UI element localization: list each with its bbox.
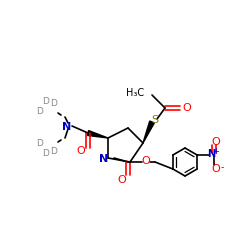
Text: +: + <box>212 146 218 156</box>
Text: D: D <box>42 98 50 106</box>
Text: O: O <box>118 175 126 185</box>
Text: O: O <box>212 137 220 147</box>
Text: D: D <box>50 100 58 108</box>
Polygon shape <box>143 121 154 143</box>
Polygon shape <box>88 130 108 138</box>
Text: S: S <box>152 115 158 125</box>
Text: D: D <box>36 138 44 147</box>
Text: O: O <box>76 146 86 156</box>
Text: N: N <box>207 149 215 159</box>
Text: O: O <box>142 156 150 166</box>
Text: N: N <box>62 122 72 132</box>
Text: -: - <box>220 162 224 172</box>
Text: O: O <box>212 164 220 174</box>
Text: N: N <box>100 154 108 164</box>
Text: O: O <box>182 103 192 113</box>
Text: D: D <box>36 108 44 116</box>
Text: H₃C: H₃C <box>126 88 144 98</box>
Text: D: D <box>42 148 50 158</box>
Text: D: D <box>50 146 58 156</box>
